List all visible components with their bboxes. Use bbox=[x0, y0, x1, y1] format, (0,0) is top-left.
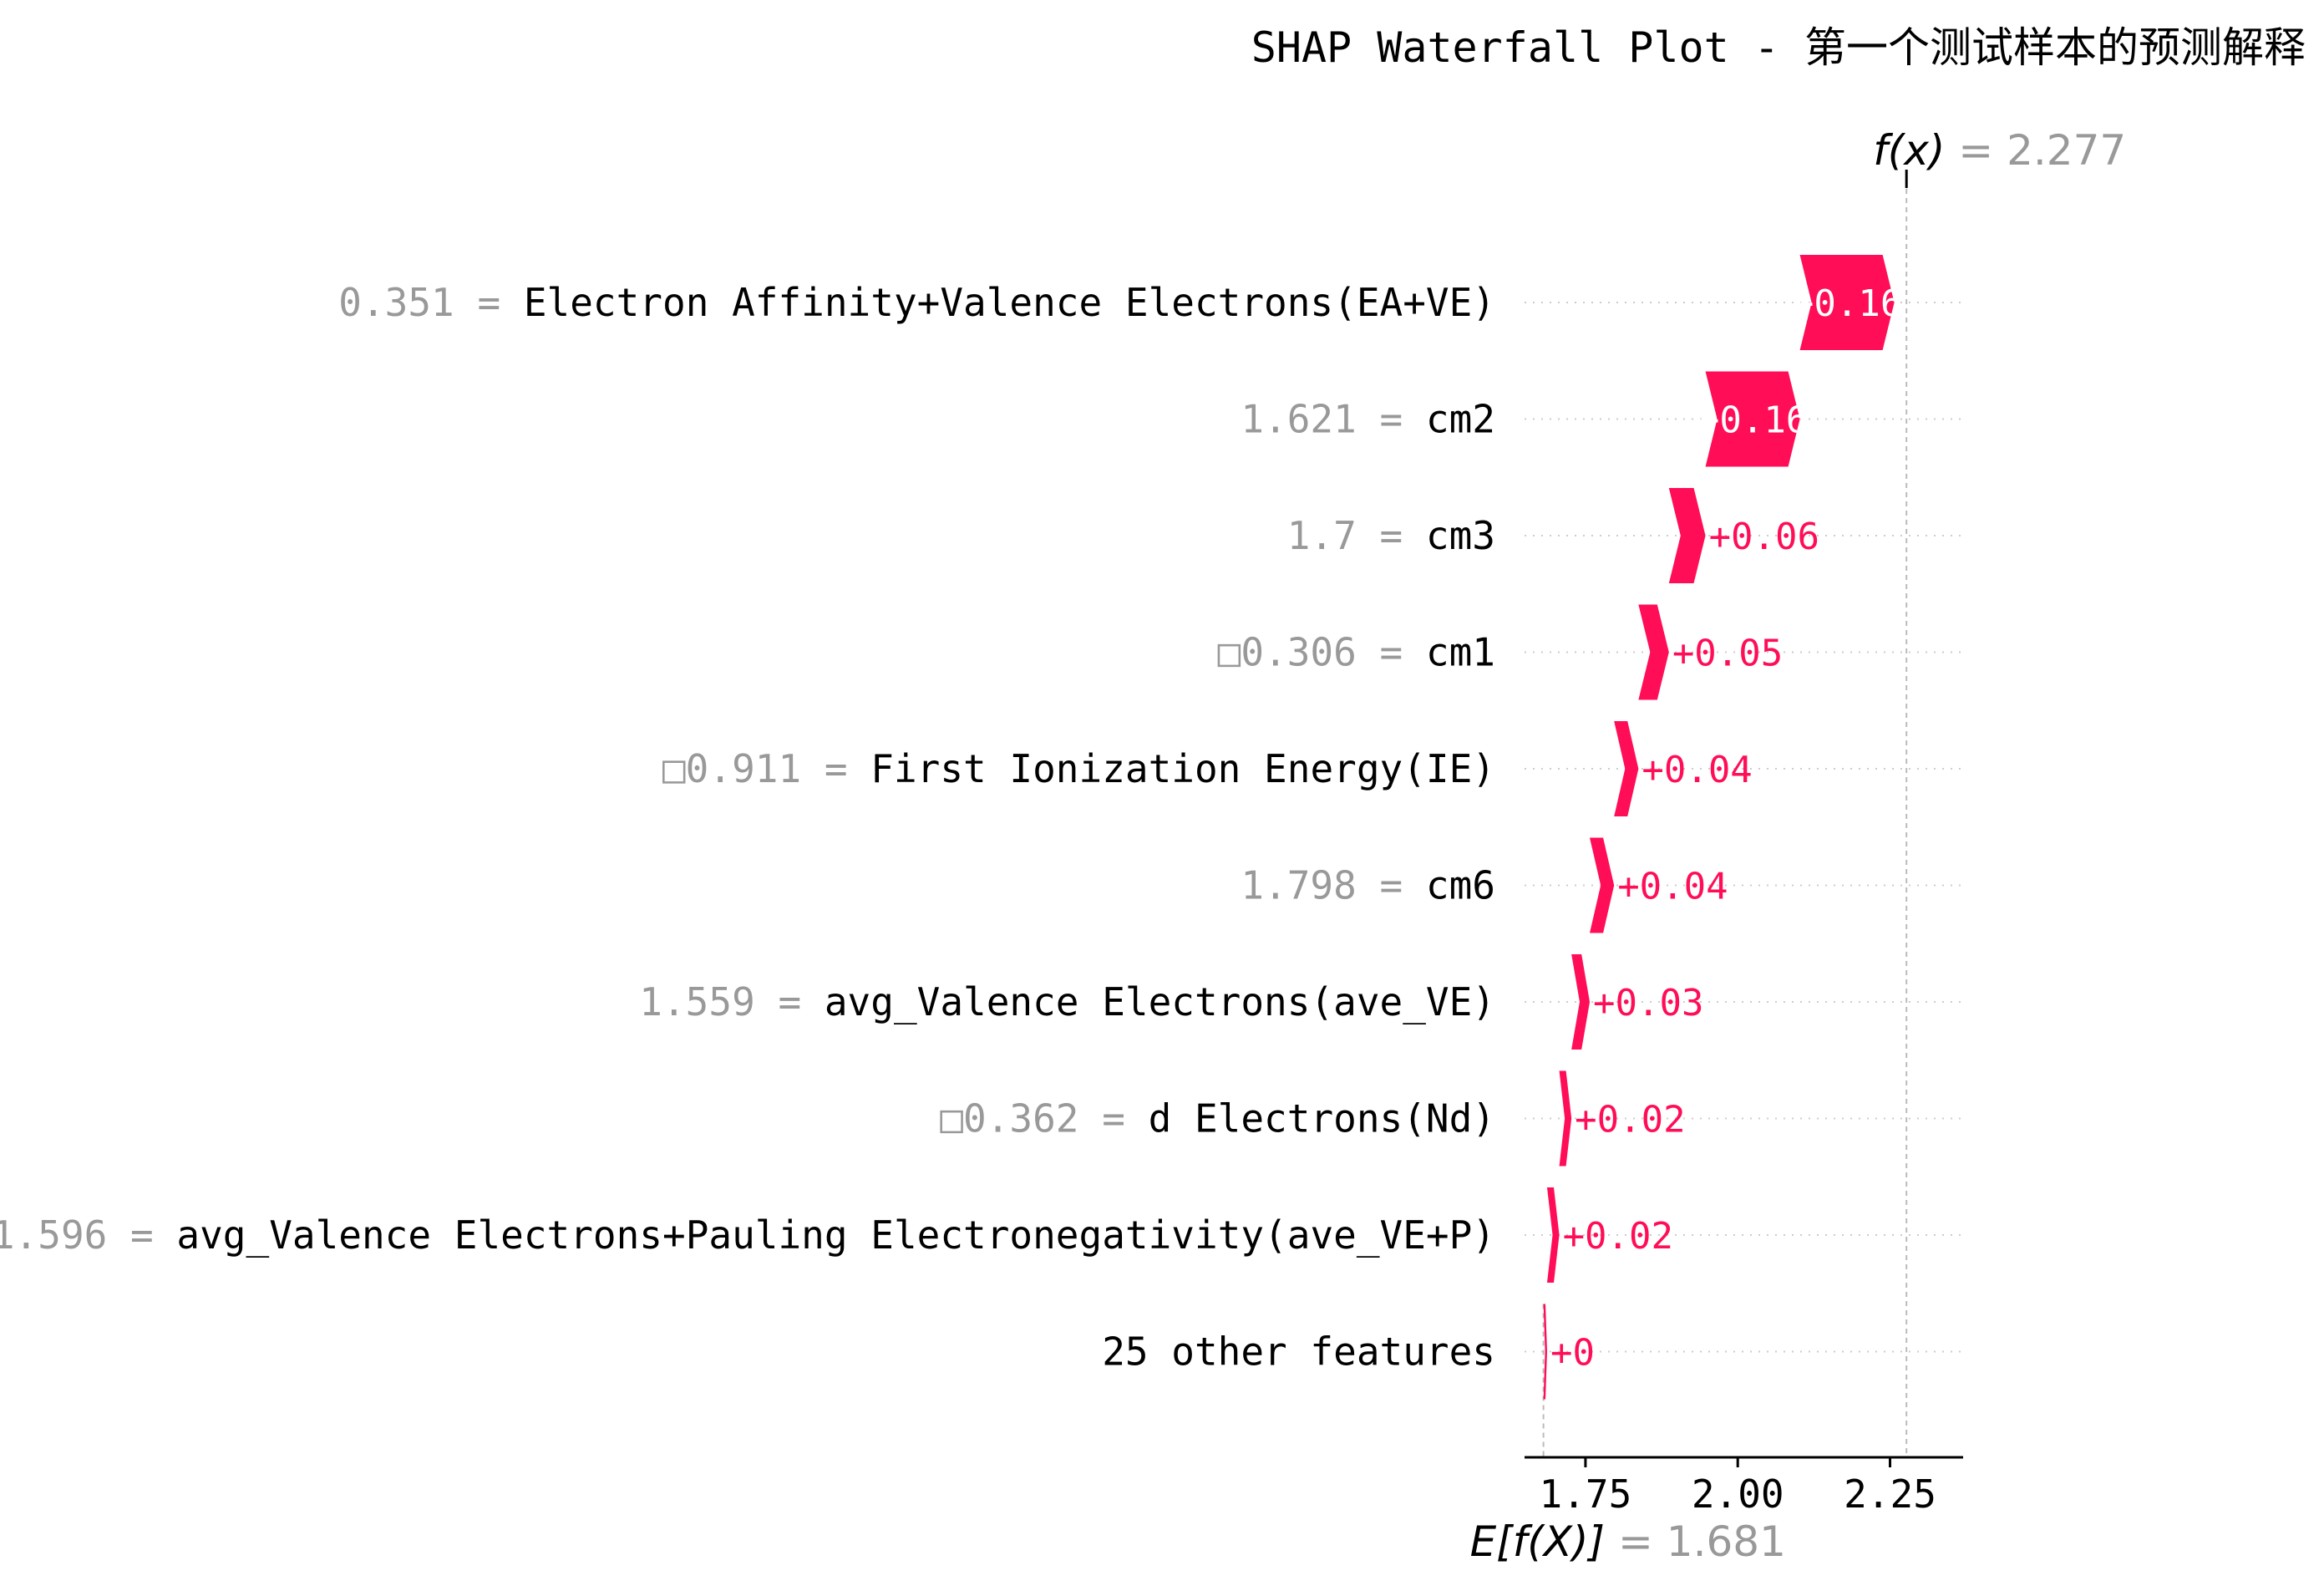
feature-label: 1.798 = cm6 bbox=[1241, 863, 1495, 908]
feature-value: 1.7 bbox=[1287, 513, 1380, 558]
shap-value-label: +0.04 bbox=[1642, 749, 1752, 791]
feature-value: 1.559 bbox=[639, 979, 778, 1024]
feature-equals: = bbox=[477, 280, 523, 325]
feature-equals: = bbox=[1380, 863, 1426, 908]
feature-value: 0.351 bbox=[338, 280, 477, 325]
output-label: f(x) bbox=[1873, 126, 1958, 175]
shap-bar bbox=[1571, 954, 1591, 1050]
feature-value: □0.911 bbox=[662, 746, 825, 791]
shap-value-label: +0.03 bbox=[1593, 982, 1703, 1024]
feature-labels-layer: 0.351 = Electron Affinity+Valence Electr… bbox=[0, 280, 1495, 1375]
shap-bar bbox=[1543, 1304, 1547, 1400]
shap-value-label: +0.16 bbox=[1792, 282, 1902, 325]
grid-layer bbox=[1525, 170, 1963, 1457]
output-value: 2.277 bbox=[2007, 126, 2126, 175]
feature-label: □0.911 = First Ionization Energy(IE) bbox=[662, 746, 1495, 791]
shap-bar bbox=[1799, 255, 1895, 350]
shap-value-label: +0.02 bbox=[1575, 1099, 1685, 1141]
feature-equals: = bbox=[778, 979, 824, 1024]
feature-equals: = bbox=[1380, 630, 1426, 675]
bars-layer: +0.16 +0.16 +0.06 +0.05 +0.04 +0.04 +0.03 +0.02… bbox=[1543, 255, 1902, 1400]
base-equals: = bbox=[1618, 1517, 1667, 1566]
feature-name: cm1 bbox=[1426, 630, 1495, 675]
base-value: 1.681 bbox=[1667, 1517, 1786, 1566]
feature-equals: = bbox=[130, 1212, 176, 1258]
feature-name: First Ionization Energy(IE) bbox=[870, 746, 1495, 791]
annotations-layer: f(x) = 2.277 E[f(X)] = 1.681 bbox=[1470, 126, 2127, 1566]
shap-value-label: +0.16 bbox=[1697, 399, 1808, 442]
shap-bar bbox=[1546, 1187, 1560, 1283]
x-axis: 1.75 2.00 2.25 bbox=[1525, 1456, 1963, 1517]
feature-name: avg_Valence Electrons+Pauling Electroneg… bbox=[176, 1212, 1495, 1258]
shap-bar bbox=[1638, 604, 1669, 700]
shap-value-label: +0.05 bbox=[1672, 633, 1783, 675]
feature-value: 1.798 bbox=[1241, 863, 1379, 908]
feature-value: □0.306 bbox=[1218, 630, 1380, 675]
feature-label: 0.351 = Electron Affinity+Valence Electr… bbox=[338, 280, 1495, 325]
base-label: E[f(X)] bbox=[1470, 1517, 1618, 1566]
shap-bar bbox=[1705, 371, 1800, 467]
feature-name: cm3 bbox=[1426, 513, 1495, 558]
feature-equals: = bbox=[1380, 513, 1426, 558]
shap-bar bbox=[1668, 488, 1706, 583]
feature-name: avg_Valence Electrons(ave_VE) bbox=[825, 979, 1495, 1024]
output-value-annotation: f(x) = 2.277 bbox=[1873, 126, 2126, 175]
feature-label: 1.596 = avg_Valence Electrons+Pauling El… bbox=[0, 1212, 1495, 1258]
feature-name: cm6 bbox=[1426, 863, 1495, 908]
feature-label: 1.7 = cm3 bbox=[1287, 513, 1495, 558]
feature-label: 1.559 = avg_Valence Electrons(ave_VE) bbox=[639, 979, 1495, 1024]
feature-value: 1.596 bbox=[0, 1212, 130, 1258]
x-tick-label: 2.00 bbox=[1692, 1472, 1784, 1517]
feature-label: □0.362 = d Electrons(Nd) bbox=[940, 1096, 1495, 1141]
x-tick-label: 1.75 bbox=[1540, 1472, 1632, 1517]
feature-label: 1.621 = cm2 bbox=[1241, 397, 1495, 442]
feature-equals: = bbox=[825, 746, 870, 791]
shap-value-label: +0.02 bbox=[1563, 1215, 1673, 1258]
feature-equals: = bbox=[1380, 397, 1426, 442]
shap-value-label: +0.06 bbox=[1709, 516, 1819, 558]
feature-label: 25 other features bbox=[1102, 1329, 1495, 1375]
chart-title: SHAP Waterfall Plot - 第一个测试样本的预测解释 bbox=[1251, 23, 2306, 72]
base-value-annotation: E[f(X)] = 1.681 bbox=[1470, 1517, 1786, 1566]
feature-name: d Electrons(Nd) bbox=[1149, 1096, 1495, 1141]
feature-equals: = bbox=[1102, 1096, 1148, 1141]
feature-name: 25 other features bbox=[1102, 1329, 1495, 1375]
shap-bar bbox=[1614, 721, 1639, 816]
feature-value: 1.621 bbox=[1241, 397, 1379, 442]
shap-bar bbox=[1559, 1070, 1572, 1167]
shap-value-label: +0.04 bbox=[1617, 866, 1728, 908]
shap-bar bbox=[1590, 837, 1615, 933]
output-equals: = bbox=[1958, 126, 2007, 175]
feature-name: Electron Affinity+Valence Electrons(EA+V… bbox=[524, 280, 1495, 325]
x-tick-label: 2.25 bbox=[1844, 1472, 1936, 1517]
feature-name: cm2 bbox=[1426, 397, 1495, 442]
feature-label: □0.306 = cm1 bbox=[1218, 630, 1495, 675]
feature-value: □0.362 bbox=[940, 1096, 1102, 1141]
shap-value-label: +0 bbox=[1550, 1332, 1595, 1375]
